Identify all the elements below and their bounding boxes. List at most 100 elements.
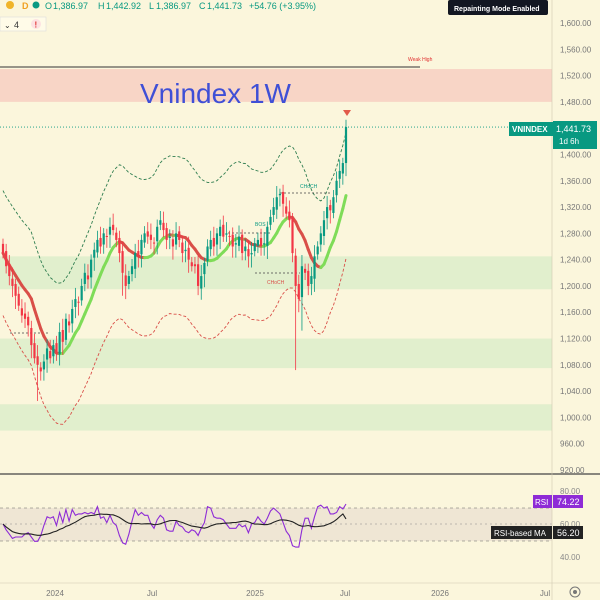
moving-average-segment [331,229,339,243]
price-axis-tick: 1,360.00 [560,177,592,186]
choch-low-label: CHoCH [267,280,285,286]
candle-body [300,266,304,298]
candle-body [23,313,27,319]
time-axis[interactable]: 2024 Jul 2025 Jul 2026 Jul [46,589,550,598]
candle-body [77,301,80,303]
alert-icon[interactable] [31,19,41,29]
ohlc-close-value: 1,441.73 [207,1,242,11]
data-source-badge: D [22,1,29,11]
ohlc-high-value: 1,442.92 [106,1,141,11]
rsi-axis-tick: 60.00 [560,520,581,529]
candle-body [316,246,319,255]
candle-body [14,283,17,296]
ohlc-low-value: 1,386.97 [156,1,191,11]
candle-body [93,249,96,258]
candle-body [263,243,266,245]
candle-body [203,262,206,275]
candle-body [247,249,250,257]
candle-body [187,247,190,260]
candle-body [253,243,256,252]
rsi-ma-name-label: RSI-based MA [494,529,547,538]
candle-body [74,299,77,307]
weak-high-label: Weak High [408,57,433,63]
candle-body [42,361,46,370]
candle-body [250,253,253,255]
candle-body [118,237,121,254]
rsi-ma-line [2,513,347,536]
indicator-count: 4 [14,20,19,30]
price-tag [553,121,597,149]
candle-body [55,343,58,352]
candle-body [49,351,52,359]
candle-body [178,231,181,240]
candle-body [11,278,14,286]
candle-body [310,276,313,284]
candle-body [152,242,156,244]
candle-body [338,170,341,179]
candle-body [234,243,237,245]
candle-body [90,259,93,278]
chart-title: Vnindex 1W [140,78,292,109]
settings-gear-icon-center [573,590,577,594]
price-axis-tick: 1,400.00 [560,150,592,159]
settings-gear-icon[interactable] [569,586,581,598]
time-axis-tick: Jul [340,589,350,598]
symbol-tag-label: VNINDEX [512,125,548,134]
candle-body [8,264,11,277]
moving-average-segment [36,317,43,331]
candle-body [27,316,30,326]
ohlc-change-value: +54.76 (+3.95%) [249,1,316,11]
choch-top-label: CHoCH [300,184,318,190]
candle-body [140,239,143,255]
candle-body [294,255,297,286]
candle-body [193,264,197,267]
symbol-tag [509,122,553,136]
price-axis-tick: 1,160.00 [560,308,592,317]
candle-body [209,239,212,250]
market-status-icon [32,1,40,9]
candle-body [112,224,115,231]
price-axis-tick: 1,040.00 [560,387,592,396]
candle-body [228,235,231,237]
candle-body [225,233,228,235]
candle-body [115,232,118,240]
candle-body [313,256,316,279]
price-axis[interactable]: 1,600.001,560.001,520.001,480.001,440.00… [560,19,592,475]
price-axis-tick: 960.00 [560,440,585,449]
rsi-axis-tick: 80.00 [560,487,581,496]
candle-body [102,233,105,245]
candle-body [162,222,165,231]
candles-layer [1,119,348,401]
price-axis-tick: 1,120.00 [560,335,592,344]
moving-average-segment [89,288,96,301]
candle-body [285,206,288,214]
symbol-logo-icon[interactable] [6,1,14,9]
candle-body [143,233,146,243]
candle-body [281,191,285,204]
candle-body [215,233,219,245]
candle-body [322,220,326,236]
candle-body [127,276,130,284]
price-axis-tick: 1,560.00 [560,45,592,54]
candle-body [156,226,159,242]
candle-body [71,308,74,324]
rsi-ma-name-tag [491,526,552,539]
repainting-badge [448,0,548,15]
moving-average-segment [29,297,36,311]
candle-body [297,283,300,300]
rsi-name-tag [533,495,552,508]
candle-body [39,367,42,372]
candle-body [181,242,184,254]
candle-body [200,276,203,289]
candle-body [61,329,64,342]
rsi-ma-value-label: 56.20 [557,528,580,538]
price-axis-tick: 1,000.00 [560,413,592,422]
candle-body [168,236,171,238]
time-axis-tick: Jul [540,589,550,598]
supply-zone [0,69,552,102]
candle-body [33,343,36,359]
zones-layer [0,69,552,431]
candle-body [165,228,168,240]
candle-body [303,268,307,273]
